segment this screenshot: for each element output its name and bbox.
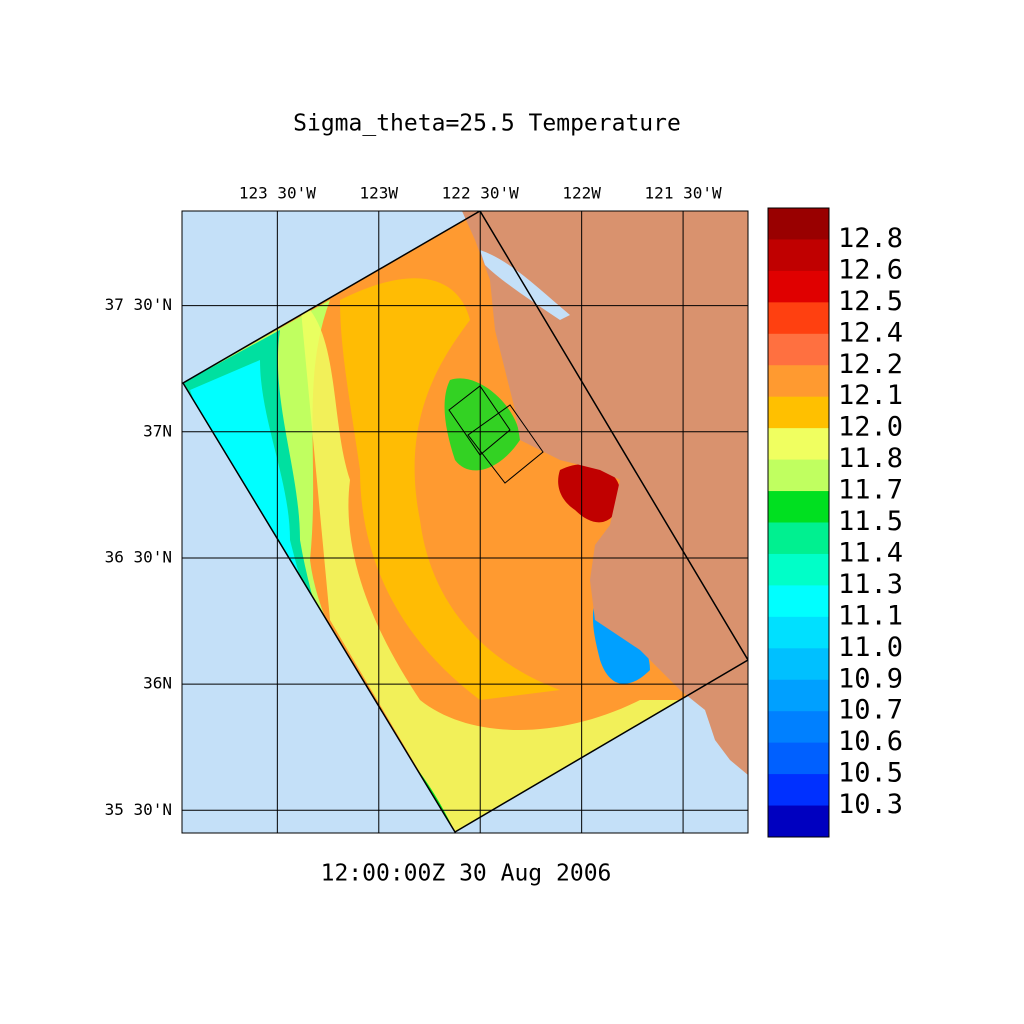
colorbar-bin xyxy=(768,805,829,838)
map-title: Sigma_theta=25.5 Temperature xyxy=(293,111,681,137)
y-tick-label: 36N xyxy=(143,674,172,693)
colorbar-label: 10.3 xyxy=(838,789,903,820)
nested-domain xyxy=(467,404,544,484)
colorbar-label: 10.6 xyxy=(838,726,903,757)
map-area xyxy=(182,211,748,833)
colorbar-frame xyxy=(767,207,830,838)
colorbar-label: 12.5 xyxy=(838,286,903,317)
map-frame xyxy=(181,210,749,834)
colorbar-label: 11.4 xyxy=(838,537,903,568)
model-domain xyxy=(182,211,748,833)
colorbar-bin xyxy=(768,491,829,523)
colorbar-bin xyxy=(768,270,829,303)
colorbar-label: 12.6 xyxy=(838,254,903,285)
time-label: 12:00:00Z 30 Aug 2006 xyxy=(321,861,612,887)
colorbar-bin xyxy=(768,428,829,461)
colorbar-bin xyxy=(768,711,829,744)
land xyxy=(462,211,748,775)
colorbar: 12.812.612.512.412.212.112.011.811.711.5… xyxy=(767,207,903,838)
colorbar-label: 10.7 xyxy=(838,695,903,726)
colorbar-label: 11.7 xyxy=(838,475,903,506)
colorbar-label: 12.8 xyxy=(838,223,903,254)
y-tick-label: 36 30'N xyxy=(105,547,172,566)
colorbar-bin xyxy=(768,208,829,240)
colorbar-bin xyxy=(768,679,829,712)
x-tick-label: 123W xyxy=(360,184,399,203)
colorbar-bin xyxy=(768,585,829,618)
colorbar-bin xyxy=(768,774,829,807)
colorbar-label: 12.0 xyxy=(838,412,903,443)
colorbar-label: 12.2 xyxy=(838,349,903,380)
colorbar-label: 11.3 xyxy=(838,569,903,600)
x-tick-label: 122W xyxy=(562,184,601,203)
x-tick-label: 122 30'W xyxy=(442,184,519,203)
x-tick-label: 121 30'W xyxy=(645,184,722,203)
grid: 123 30'W 123W 122 30'W 122W 121 30'W 37 30'N 3… xyxy=(105,184,748,833)
colorbar-label: 11.5 xyxy=(838,506,903,537)
colorbar-label: 11.0 xyxy=(838,632,903,663)
nested-domain xyxy=(448,385,511,456)
colorbar-bin xyxy=(768,239,829,272)
colorbar-label: 10.5 xyxy=(838,758,903,789)
y-tick-label: 37N xyxy=(143,421,172,440)
y-tick-label: 37 30'N xyxy=(105,295,172,314)
colorbar-bin xyxy=(768,396,829,429)
colorbar-bin xyxy=(768,365,829,398)
colorbar-bin xyxy=(768,742,829,775)
y-tick-label: 35 30'N xyxy=(105,800,172,819)
colorbar-bin xyxy=(768,648,829,681)
colorbar-bin xyxy=(768,616,829,649)
colorbar-label: 10.9 xyxy=(838,663,903,694)
colorbar-bin xyxy=(768,522,829,555)
colorbar-label: 12.4 xyxy=(838,317,903,348)
colorbar-bin xyxy=(768,459,829,492)
colorbar-label: 11.1 xyxy=(838,600,903,631)
x-tick-label: 123 30'W xyxy=(239,184,316,203)
colorbar-bin xyxy=(768,553,829,586)
colorbar-label: 11.8 xyxy=(838,443,903,474)
colorbar-label: 12.1 xyxy=(838,380,903,411)
colorbar-bin xyxy=(768,333,829,366)
colorbar-bin xyxy=(768,302,829,335)
